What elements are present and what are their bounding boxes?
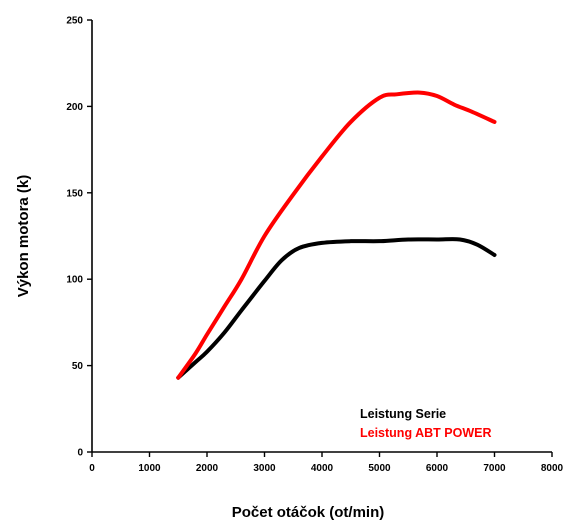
x-tick-label: 3000: [253, 463, 276, 474]
x-tick-label: 5000: [368, 463, 391, 474]
x-tick-label: 7000: [483, 463, 506, 474]
legend-entry-leistung-abt-power: Leistung ABT POWER: [360, 426, 491, 440]
y-tick-label: 100: [66, 275, 83, 286]
y-tick-label: 200: [66, 102, 83, 113]
x-tick-label: 1000: [138, 463, 161, 474]
y-tick-label: 50: [72, 361, 84, 372]
y-axis-title: Výkon motora (k): [15, 175, 32, 298]
y-axis-ticks: 0 50 100 150 200 250: [66, 16, 92, 459]
legend: Leistung Serie Leistung ABT POWER: [360, 407, 491, 440]
x-axis-ticks: 0 1000 2000 3000 4000 5000 6000 7000 8000: [89, 452, 564, 474]
series-layer: [176, 90, 497, 380]
x-tick-label: 4000: [311, 463, 334, 474]
x-tick-label: 6000: [426, 463, 449, 474]
legend-entry-leistung-serie: Leistung Serie: [360, 407, 446, 421]
series-line-leistung-abt-power: [176, 90, 497, 380]
y-tick-label: 0: [77, 448, 83, 459]
x-tick-label: 0: [89, 463, 95, 474]
y-tick-label: 150: [66, 188, 83, 199]
series-line-leistung-serie: [176, 237, 497, 380]
axes: [91, 20, 552, 453]
x-tick-label: 2000: [196, 463, 219, 474]
x-tick-label: 8000: [541, 463, 564, 474]
x-axis-title: Počet otáčok (ot/min): [232, 504, 385, 521]
y-tick-label: 250: [66, 16, 83, 27]
